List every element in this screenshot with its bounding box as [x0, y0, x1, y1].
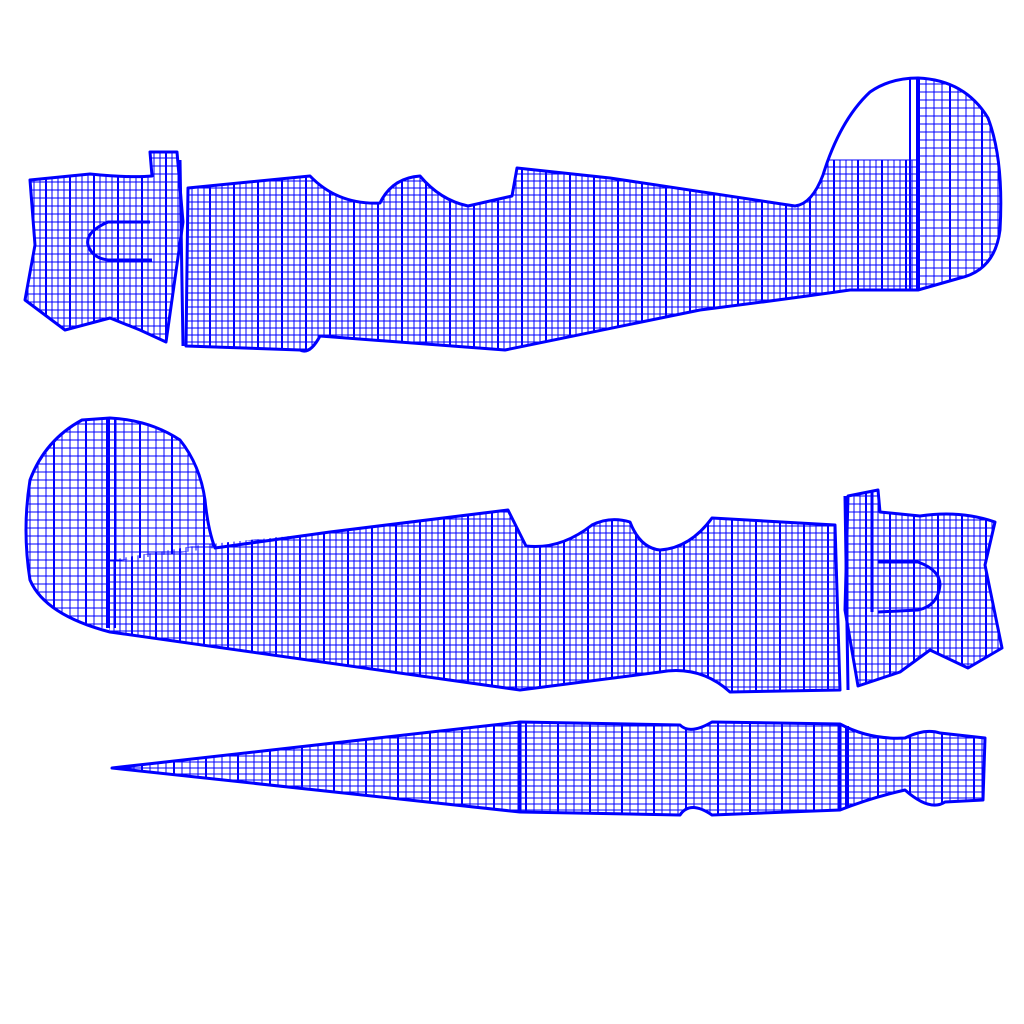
island-fuselage-left-nose-outline: [843, 488, 1004, 688]
island-fuselage-right-fin-mesh: [918, 78, 1001, 290]
island-fuselage-top-outline: [110, 720, 987, 817]
island-fuselage-left-body-mesh: [110, 510, 840, 692]
island-fuselage-right-intake-hole: [86, 220, 152, 262]
island-fuselage-left-fin-rear-mesh: [26, 418, 110, 630]
island-fuselage-left-fin-mesh: [110, 418, 215, 562]
island-fuselage-right-nose-outline: [23, 150, 185, 344]
island-fuselage-right-body-mesh: [186, 159, 918, 352]
island-fuselage-left-intake-hole: [877, 560, 942, 614]
island-fuselage-left-outline: [24, 416, 842, 694]
